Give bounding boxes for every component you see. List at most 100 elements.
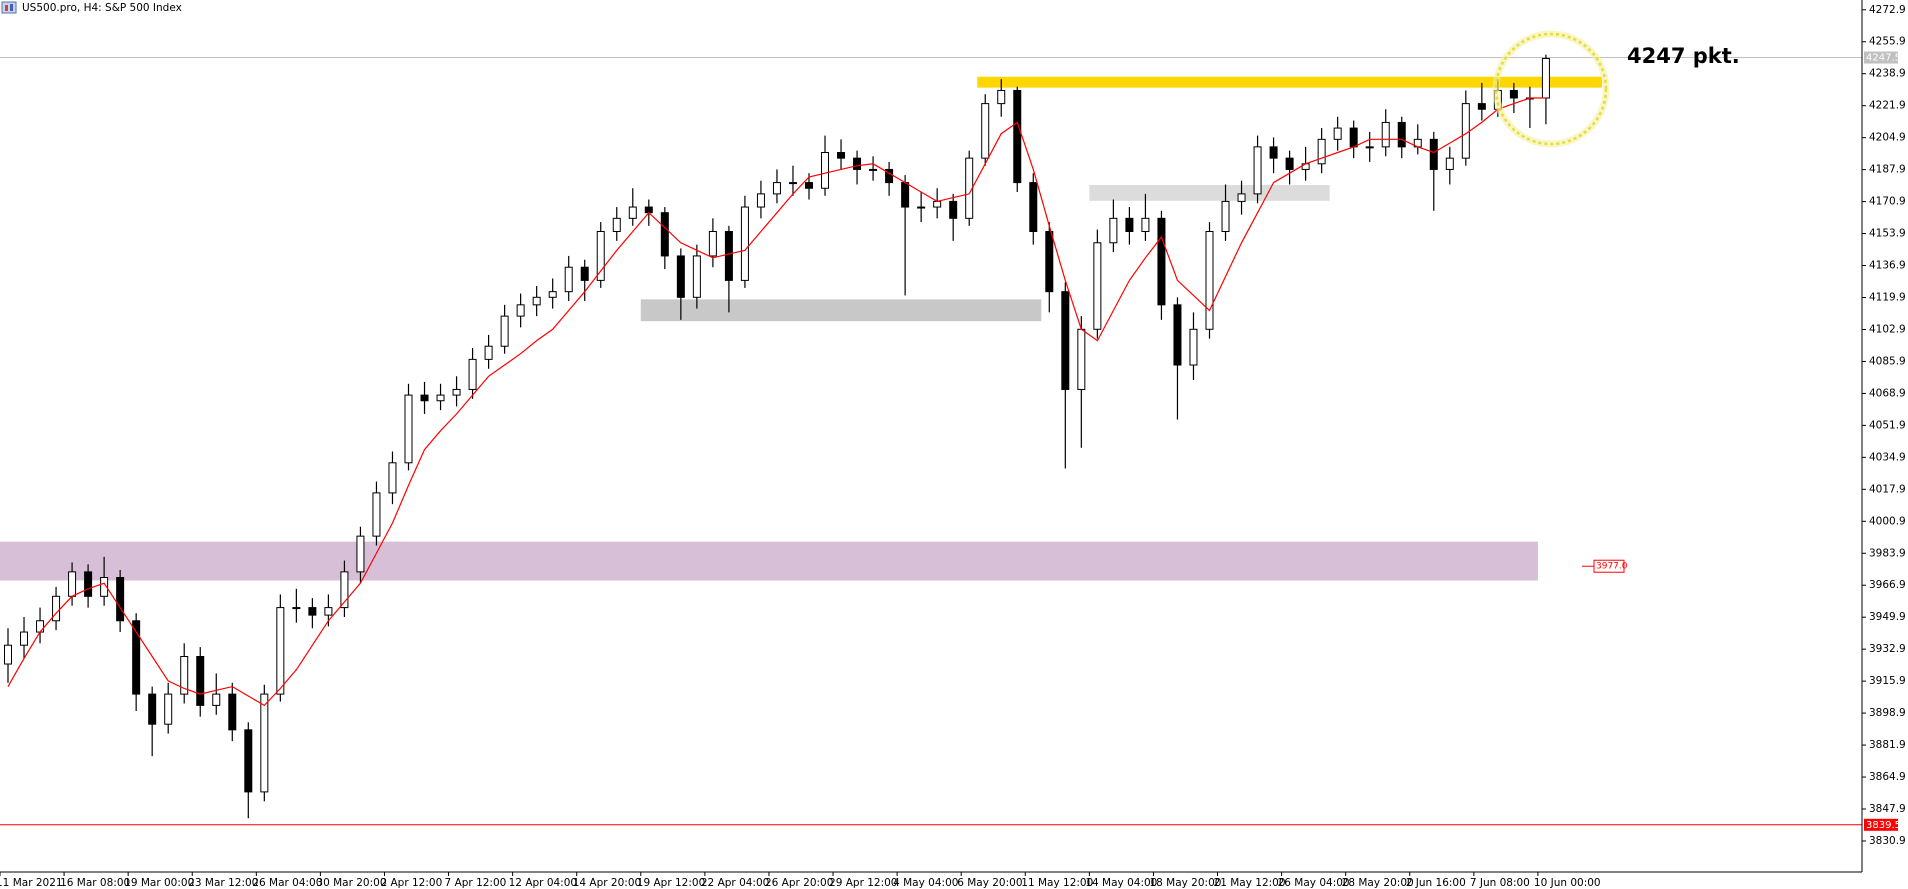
candle-body	[756, 193, 765, 208]
candle-body	[708, 230, 717, 257]
candle-body	[1125, 217, 1134, 232]
candle-body	[949, 200, 958, 219]
zone	[0, 541, 1538, 581]
candle-body	[837, 152, 846, 159]
candle-body	[212, 693, 221, 706]
x-tick-label: 12 Apr 04:00	[509, 877, 577, 889]
candle-body	[692, 255, 701, 298]
highlight-circle	[1494, 32, 1608, 146]
candle-body	[100, 577, 109, 597]
candle-body	[468, 358, 477, 390]
x-tick-label: 19 Mar 00:00	[124, 877, 194, 889]
candle-body	[148, 693, 157, 725]
candle-body	[388, 462, 397, 494]
y-tick-label: 4102.9	[1869, 323, 1906, 335]
y-tick-label: 4187.9	[1869, 164, 1906, 176]
candle-body	[724, 230, 733, 281]
x-tick-label: 28 May 20:00	[1342, 877, 1414, 889]
candle-body	[52, 595, 61, 622]
price-marker-box	[1593, 559, 1625, 573]
candle-body	[869, 168, 878, 171]
price-label: 4247.5	[1866, 53, 1901, 64]
x-tick-label: 18 May 20:00	[1149, 877, 1221, 889]
chart-icon	[1, 1, 17, 14]
y-tick-label: 3966.9	[1869, 579, 1906, 591]
moving-average	[7, 97, 1546, 707]
x-tick-label: 26 May 04:00	[1278, 877, 1350, 889]
candle-body	[1541, 57, 1550, 99]
candle-body	[1333, 127, 1342, 140]
candle-body	[420, 394, 429, 402]
candle-body	[1285, 157, 1294, 170]
candle-body	[452, 388, 461, 396]
candle-body	[484, 345, 493, 360]
candle-body	[164, 693, 173, 725]
candle-body	[340, 571, 349, 609]
candle-body	[580, 266, 589, 281]
candle-body	[1461, 103, 1470, 159]
y-tick-label: 3932.9	[1869, 643, 1906, 655]
candle-body	[500, 315, 509, 347]
candle-body	[805, 182, 813, 189]
price-label-box	[1864, 51, 1898, 64]
x-tick-label: 14 Apr 20:00	[573, 877, 641, 889]
x-tick-label: 26 Mar 04:00	[252, 877, 322, 889]
y-tick-label: 4153.9	[1869, 228, 1906, 240]
x-tick-label: 2 Apr 12:00	[380, 877, 442, 889]
candle-body	[917, 206, 926, 209]
x-tick-label: 6 May 20:00	[957, 877, 1022, 889]
y-tick-label: 3898.9	[1869, 707, 1906, 719]
chart-title: US500.pro, H4: S&P 500 Index	[22, 2, 182, 14]
y-tick-label: 3949.9	[1869, 611, 1906, 623]
candle-body	[564, 266, 573, 293]
zone	[640, 299, 1042, 322]
candle-body	[612, 217, 621, 232]
y-tick-label: 4085.9	[1869, 355, 1906, 367]
candle-body	[901, 182, 910, 208]
candle-body	[292, 607, 301, 610]
y-tick-label: 3881.9	[1869, 739, 1906, 751]
candle-body	[676, 255, 685, 298]
y-tick-label: 4221.9	[1869, 100, 1906, 112]
chart-icon-bar	[5, 5, 8, 11]
candle-body	[1029, 182, 1038, 232]
candle-body	[981, 103, 990, 159]
candle-body	[1317, 138, 1326, 165]
candle-body	[1477, 103, 1486, 110]
candle-body	[1365, 146, 1374, 149]
price-marker-label: 3977.0	[1596, 562, 1628, 572]
candle-body	[1253, 146, 1262, 195]
candle-body	[404, 394, 413, 464]
candle-body	[772, 182, 781, 195]
zone	[977, 76, 1602, 88]
y-tick-label: 3983.9	[1869, 547, 1906, 559]
y-tick-label: 4170.9	[1869, 196, 1906, 208]
x-tick-label: 21 May 12:00	[1214, 877, 1286, 889]
x-tick-label: 30 Mar 20:00	[316, 877, 386, 889]
candle-body	[372, 492, 381, 537]
candle-body	[356, 535, 365, 573]
candle-body	[1269, 146, 1278, 159]
candle-body	[1045, 230, 1054, 293]
candle-body	[516, 304, 525, 317]
candle-body	[1381, 121, 1390, 148]
candle-body	[628, 206, 637, 219]
y-tick-label: 4068.9	[1869, 387, 1906, 399]
x-tick-label: 11 May 12:00	[1021, 877, 1093, 889]
y-tick-label: 3915.9	[1869, 675, 1906, 687]
x-tick-label: 4 May 04:00	[893, 877, 958, 889]
x-tick-label: 11 Mar 2021	[0, 877, 63, 889]
candle-body	[1061, 291, 1070, 390]
y-tick-label: 4204.9	[1869, 132, 1906, 144]
candle-body	[1141, 217, 1150, 232]
x-tick-label: 16 Mar 08:00	[60, 877, 130, 889]
candle-body	[788, 182, 797, 185]
x-tick-label: 14 May 04:00	[1085, 877, 1157, 889]
plot-area	[0, 54, 1862, 826]
candle-body	[276, 607, 285, 695]
y-tick-label: 4000.9	[1869, 515, 1906, 527]
x-tick-label: 29 Apr 12:00	[829, 877, 897, 889]
candle-body	[1189, 328, 1198, 366]
y-tick-label: 3864.9	[1869, 771, 1906, 783]
candle-body	[1205, 230, 1214, 330]
